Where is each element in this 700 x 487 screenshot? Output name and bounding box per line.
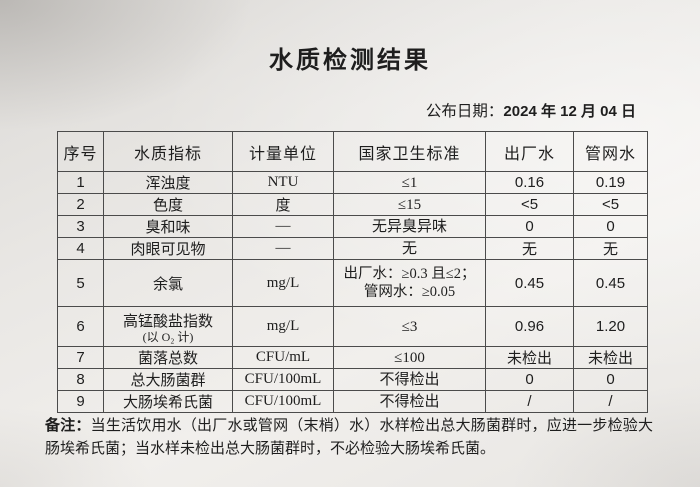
table-row: 6 高锰酸盐指数 (以 O₂ 计) mg/L ≤3 0.96 1.20 (57, 306, 648, 347)
cell-network: 0.19 (573, 171, 648, 194)
page-title: 水质检测结果 (269, 48, 431, 74)
note: 备注：当生活饮用水（出厂水或管网（末梢）水）水样检出总大肠菌群时，应进一步检验大… (45, 415, 653, 460)
publish-date-value: 2024 年 12 月 04 日 (503, 103, 636, 120)
cell-seq: 7 (57, 346, 104, 369)
header-cell-factory: 出厂水 (485, 131, 574, 172)
cell-standard: 不得检出 (333, 390, 486, 413)
standard-line-1: 出厂水：≥0.3 且≤2； (343, 266, 476, 282)
cell-standard: ≤15 (333, 193, 486, 216)
cell-network: <5 (573, 193, 648, 216)
cell-unit: CFU/mL (232, 346, 334, 369)
cell-seq: 9 (57, 390, 104, 413)
table-row: 7 菌落总数 CFU/mL ≤100 未检出 未检出 (57, 346, 648, 369)
cell-indicator: 浑浊度 (103, 171, 233, 194)
note-text: 当生活饮用水（出厂水或管网（末梢）水）水样检出总大肠菌群时，应进一步检验大肠埃希… (45, 418, 653, 457)
cell-indicator: 菌落总数 (103, 346, 233, 369)
header-cell-standard: 国家卫生标准 (333, 131, 486, 172)
cell-standard: ≤1 (333, 171, 486, 194)
cell-factory: 0 (485, 215, 574, 238)
cell-standard: 无异臭异味 (333, 215, 486, 238)
cell-factory: 0 (485, 368, 574, 391)
header-cell-unit: 计量单位 (232, 131, 334, 172)
cell-network: / (573, 390, 648, 413)
table-row: 4 肉眼可见物 — 无 无 无 (57, 237, 648, 260)
standard-line-2: 管网水：≥0.05 (363, 284, 456, 300)
cell-seq: 8 (57, 368, 104, 391)
cell-network: 未检出 (573, 346, 648, 369)
cell-standard: 无 (333, 237, 486, 260)
cell-standard: ≤100 (333, 346, 486, 369)
cell-seq: 3 (57, 215, 104, 238)
cell-unit: — (232, 215, 334, 238)
cell-seq: 1 (57, 171, 104, 194)
cell-seq: 4 (57, 237, 104, 260)
cell-unit: mg/L (232, 306, 334, 347)
publish-date-label: 公布日期： (425, 103, 504, 120)
cell-indicator: 臭和味 (103, 215, 233, 238)
cell-standard: ≤3 (333, 306, 486, 347)
cell-indicator: 大肠埃希氏菌 (103, 390, 233, 413)
table-row: 5 余氯 mg/L 出厂水：≥0.3 且≤2； 管网水：≥0.05 0.45 0… (57, 259, 648, 307)
cell-indicator: 色度 (103, 193, 233, 216)
cell-indicator: 总大肠菌群 (103, 368, 233, 391)
publish-date: 公布日期：2024 年 12 月 04 日 (426, 99, 636, 121)
results-table: 序号 水质指标 计量单位 国家卫生标准 出厂水 管网水 1 浑浊度 NTU ≤1… (57, 131, 648, 413)
table-row: 9 大肠埃希氏菌 CFU/100mL 不得检出 / / (57, 390, 648, 413)
indicator-line-1: 高锰酸盐指数 (122, 313, 213, 330)
cell-factory: / (485, 390, 574, 413)
table-row: 8 总大肠菌群 CFU/100mL 不得检出 0 0 (57, 368, 648, 391)
cell-factory: 0.45 (485, 259, 574, 307)
cell-factory: 未检出 (485, 346, 574, 369)
header-cell-indicator: 水质指标 (103, 131, 233, 172)
cell-factory: 0.16 (485, 171, 574, 194)
note-label: 备注： (45, 418, 91, 434)
cell-indicator: 高锰酸盐指数 (以 O₂ 计) (103, 306, 233, 347)
cell-unit: 度 (232, 193, 334, 216)
cell-standard: 出厂水：≥0.3 且≤2； 管网水：≥0.05 (333, 259, 486, 307)
table-header-row: 序号 水质指标 计量单位 国家卫生标准 出厂水 管网水 (57, 131, 648, 172)
cell-unit: CFU/100mL (232, 368, 334, 391)
cell-factory: <5 (485, 193, 574, 216)
table-row: 1 浑浊度 NTU ≤1 0.16 0.19 (57, 171, 648, 194)
cell-indicator: 余氯 (103, 259, 233, 307)
cell-unit: NTU (232, 171, 334, 194)
cell-seq: 6 (57, 306, 104, 347)
cell-network: 1.20 (573, 306, 648, 347)
cell-network: 0 (573, 368, 648, 391)
cell-network: 0.45 (573, 259, 648, 307)
cell-standard: 不得检出 (333, 368, 486, 391)
cell-seq: 2 (57, 193, 104, 216)
table-row: 3 臭和味 — 无异臭异味 0 0 (57, 215, 648, 238)
table-row: 2 色度 度 ≤15 <5 <5 (57, 193, 648, 216)
cell-factory: 无 (485, 237, 574, 260)
cell-factory: 0.96 (485, 306, 574, 347)
cell-network: 0 (573, 215, 648, 238)
cell-seq: 5 (57, 259, 104, 307)
header-cell-network: 管网水 (573, 131, 648, 172)
cell-unit: CFU/100mL (232, 390, 334, 413)
indicator-line-2: (以 O₂ 计) (142, 329, 194, 344)
cell-unit: mg/L (232, 259, 334, 307)
cell-indicator: 肉眼可见物 (103, 237, 233, 260)
header-cell-seq: 序号 (57, 131, 104, 172)
cell-unit: — (232, 237, 334, 260)
cell-network: 无 (573, 237, 648, 260)
